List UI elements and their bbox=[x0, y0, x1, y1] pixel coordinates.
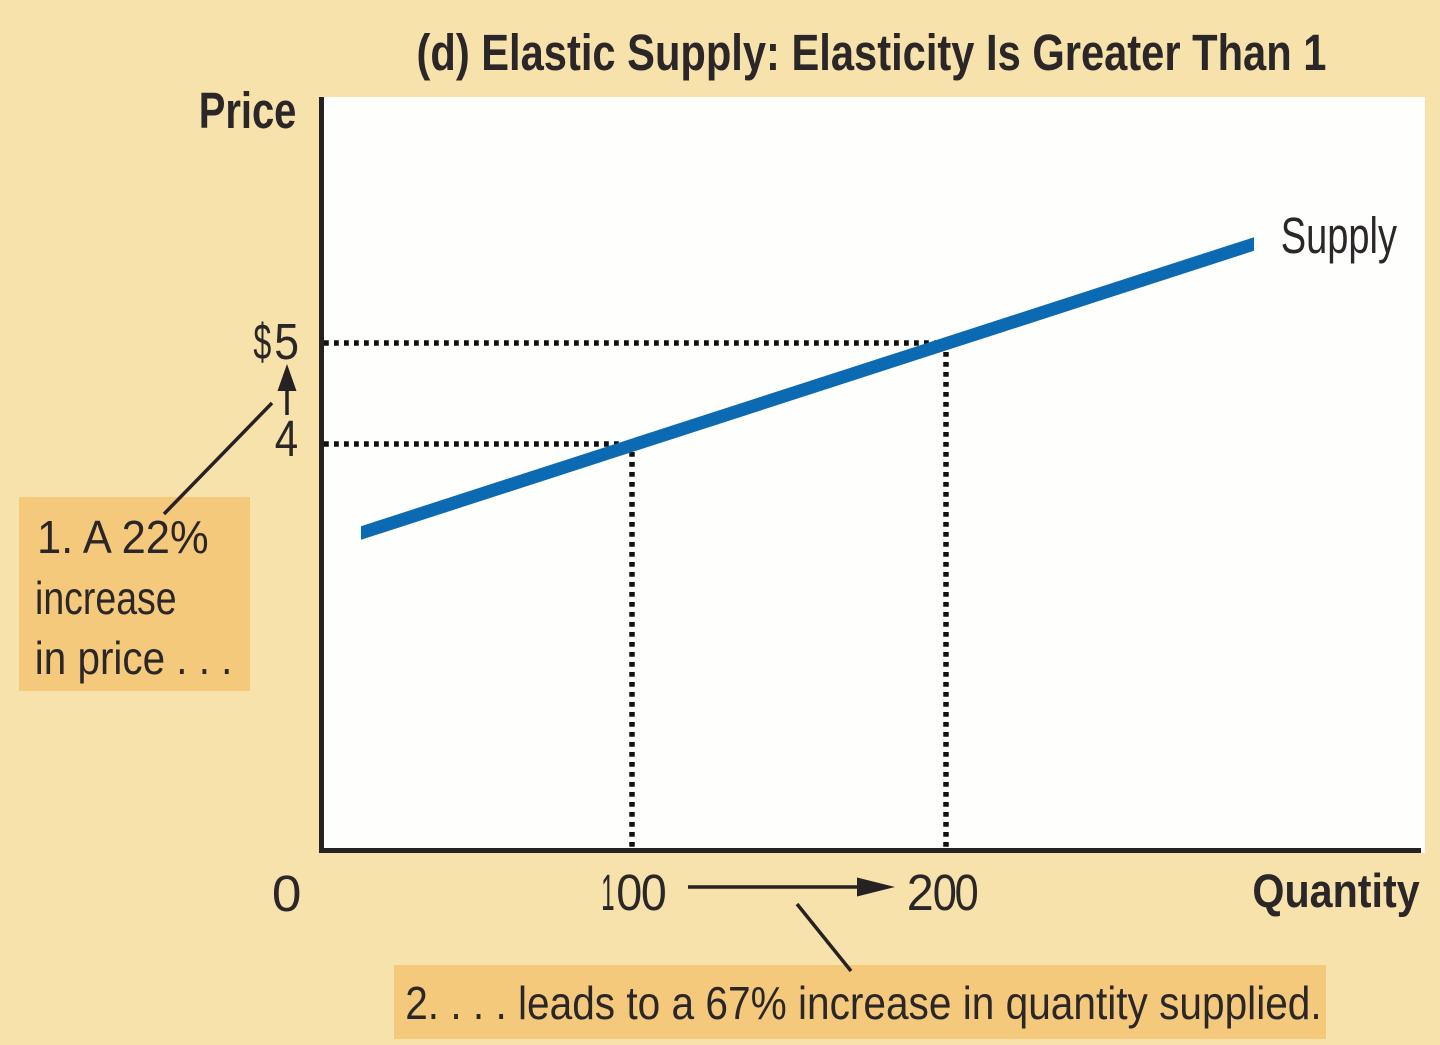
svg-text:0: 0 bbox=[641, 864, 667, 921]
svg-text:1. A 22%: 1. A 22% bbox=[37, 511, 209, 563]
svg-text:Quantity: Quantity bbox=[1252, 864, 1419, 917]
svg-text:0: 0 bbox=[616, 864, 642, 921]
svg-text:(d) Elastic Supply: Elasticity: (d) Elastic Supply: Elasticity Is Greate… bbox=[417, 24, 1327, 81]
svg-text:Price: Price bbox=[199, 82, 297, 139]
svg-text:4: 4 bbox=[275, 410, 298, 467]
svg-text:5: 5 bbox=[274, 313, 299, 370]
svg-text:increase: increase bbox=[35, 572, 177, 624]
svg-text:2: 2 bbox=[907, 864, 934, 921]
svg-text:2. . . . leads to a 67% increa: 2. . . . leads to a 67% increase in quan… bbox=[405, 977, 1321, 1029]
svg-text:Supply: Supply bbox=[1281, 207, 1398, 264]
svg-text:0: 0 bbox=[272, 865, 302, 922]
svg-text:1: 1 bbox=[601, 864, 615, 921]
svg-text:$: $ bbox=[253, 313, 271, 370]
svg-text:in price . . .: in price . . . bbox=[35, 632, 233, 684]
svg-text:0: 0 bbox=[955, 864, 979, 921]
svg-text:0: 0 bbox=[933, 864, 957, 921]
